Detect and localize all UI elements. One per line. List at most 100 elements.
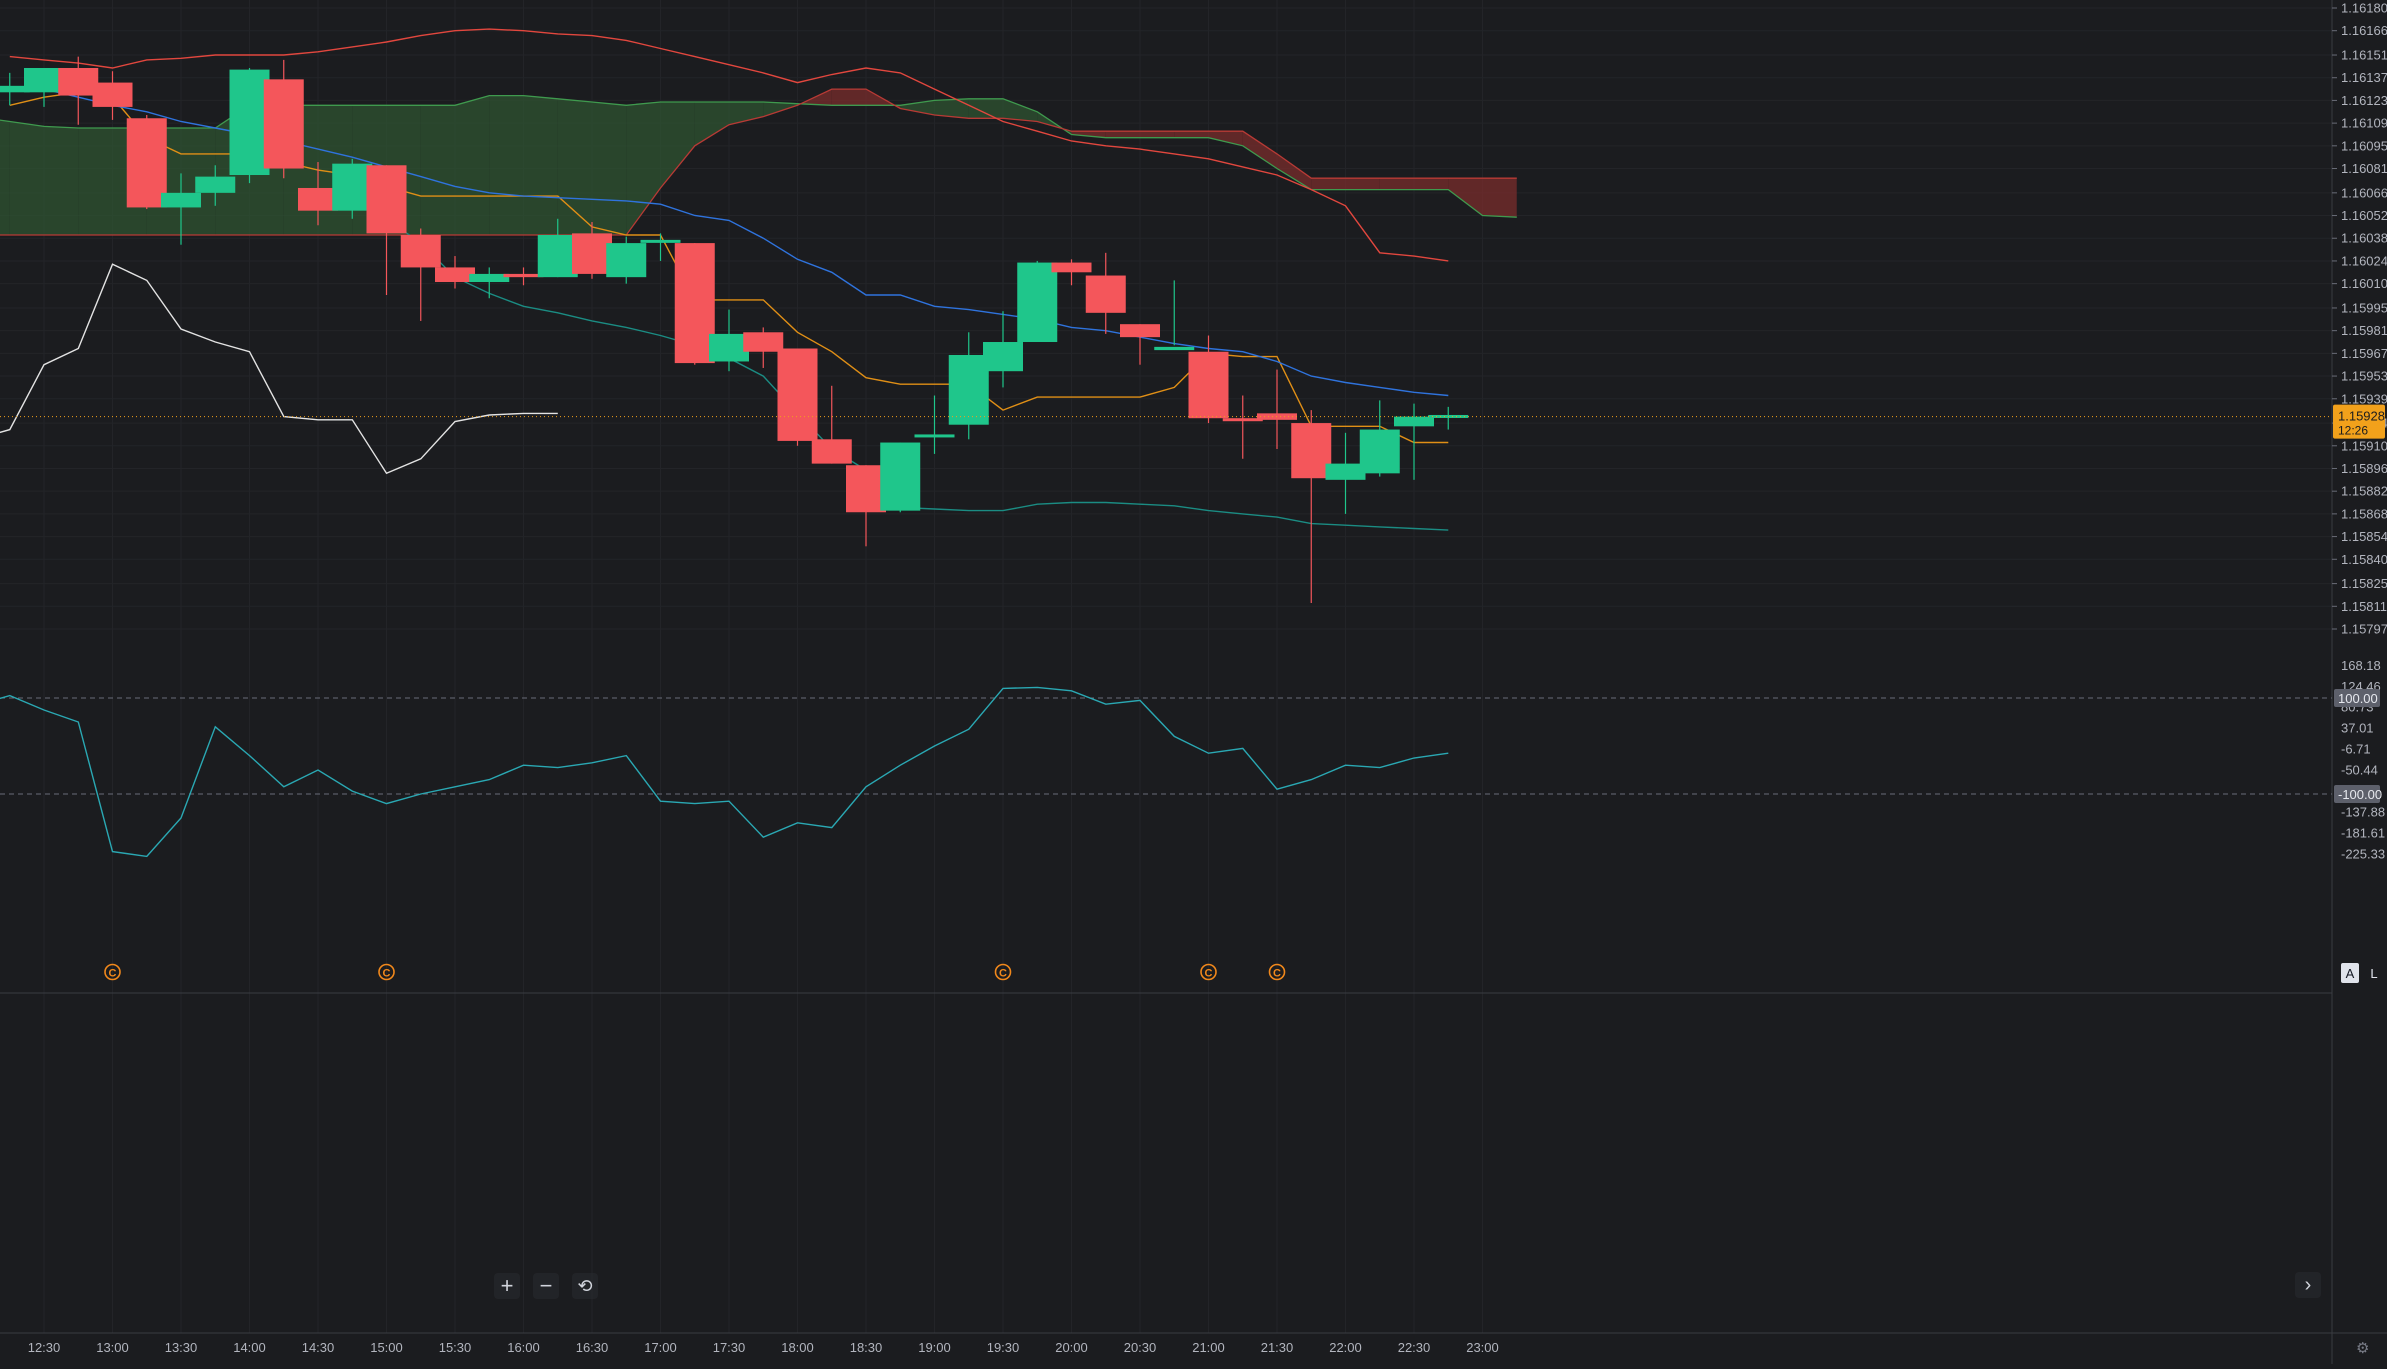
cci-axis-label: -225.33 xyxy=(2341,847,2385,862)
zoom-out-button[interactable]: − xyxy=(533,1273,559,1299)
time-axis-label: 21:30 xyxy=(1261,1340,1294,1355)
time-axis-label: 21:00 xyxy=(1192,1340,1225,1355)
price-axis-label: 1.16038 xyxy=(2341,231,2387,246)
current-price-badge xyxy=(2333,404,2385,439)
chikou-span xyxy=(0,263,558,475)
candle-body xyxy=(195,176,236,193)
candle-body xyxy=(743,332,784,352)
price-axis-label: 1.15896 xyxy=(2341,461,2387,476)
senkou-span-a xyxy=(0,94,1517,218)
candle-body xyxy=(777,348,818,441)
time-axis-label: 18:30 xyxy=(850,1340,883,1355)
event-marker-icon xyxy=(378,963,395,981)
event-marker-icon xyxy=(104,963,121,981)
cloud-segment xyxy=(729,102,764,125)
price-axis-label: 1.16095 xyxy=(2341,138,2387,153)
time-axis-label: 22:30 xyxy=(1398,1340,1431,1355)
candle-body xyxy=(674,243,715,364)
price-axis-label: 1.15967 xyxy=(2341,346,2387,361)
time-axis-label: 20:00 xyxy=(1055,1340,1088,1355)
event-marker-label: C xyxy=(109,968,117,980)
candle-body xyxy=(126,118,167,208)
chart-settings-icon[interactable]: ⚙ xyxy=(2356,1340,2370,1357)
candle-body xyxy=(400,234,441,268)
candle-body xyxy=(332,163,373,211)
cloud-segment xyxy=(660,102,695,188)
cloud-segment xyxy=(1003,98,1038,122)
candle-body xyxy=(503,273,544,278)
candle-body xyxy=(435,267,475,283)
price-axis-label: 1.16010 xyxy=(2341,276,2387,291)
time-axis-label: 18:00 xyxy=(781,1340,814,1355)
time-axis[interactable]: 12:30 13:00 13:30 14:00 14:30 15:00 15:30 16:00… xyxy=(28,1340,1499,1355)
event-marker-icon xyxy=(1200,963,1217,981)
cloud-segment xyxy=(1277,153,1312,190)
time-axis-label: 14:00 xyxy=(233,1340,266,1355)
candle-body xyxy=(846,465,886,513)
cloud-segment xyxy=(44,126,79,235)
cloud-segment xyxy=(78,127,113,235)
price-axis-label: 1.15882 xyxy=(2341,484,2387,499)
cci-axis-label: -50.44 xyxy=(2341,763,2378,778)
candle-body xyxy=(24,67,64,93)
price-axis-label: 1.15854 xyxy=(2341,529,2387,544)
zoom-in-button[interactable]: + xyxy=(494,1273,520,1299)
chikou-line xyxy=(0,263,558,475)
cloud-segment xyxy=(9,121,44,235)
candle-body xyxy=(263,79,304,169)
candle-body xyxy=(709,333,749,362)
candle-body xyxy=(92,82,133,107)
cci-line xyxy=(0,686,1449,858)
cloud-segment xyxy=(1208,131,1243,146)
candle-body xyxy=(1291,423,1332,479)
candle-body xyxy=(469,273,510,283)
event-marker-label: C xyxy=(1273,968,1281,980)
current-price-value: 1.15928 xyxy=(2338,409,2385,424)
time-axis-label: 23:00 xyxy=(1466,1340,1499,1355)
log-scale-button[interactable]: L xyxy=(2370,965,2378,981)
price-axis-label: 1.16109 xyxy=(2341,116,2387,131)
price-axis-label: 1.15910 xyxy=(2341,438,2387,453)
time-axis-label: 19:30 xyxy=(987,1340,1020,1355)
price-axis-label: 1.16151 xyxy=(2341,48,2387,63)
price-axis-label: 1.16081 xyxy=(2341,161,2387,176)
price-axis-label: 1.16066 xyxy=(2341,185,2387,200)
cloud-segment xyxy=(489,95,524,235)
candle-body xyxy=(1325,463,1366,480)
cloud-segment xyxy=(523,95,558,235)
price-axis[interactable]: 1.16180 1.16166 1.16151 1.16137 1.16123 1.161… xyxy=(2332,1,2387,637)
candle-body xyxy=(983,342,1023,372)
price-axis-label: 1.16137 xyxy=(2341,70,2387,85)
cci-level-tag-label: 100.00 xyxy=(2338,691,2378,706)
cci-level-tag xyxy=(2334,689,2380,707)
time-axis-label: 15:30 xyxy=(439,1340,472,1355)
candle-body xyxy=(229,69,270,176)
price-axis-label: 1.15868 xyxy=(2341,506,2387,521)
time-axis-label: 14:30 xyxy=(302,1340,335,1355)
cloud-segment xyxy=(694,102,729,146)
candle-body xyxy=(606,243,647,278)
candle-body xyxy=(948,354,989,425)
candle-body xyxy=(1222,418,1263,422)
reset-chart-button[interactable]: ⟲ xyxy=(572,1273,598,1299)
candle-body xyxy=(880,442,921,511)
candle-body xyxy=(811,439,852,464)
scroll-to-realtime-button[interactable]: › xyxy=(2295,1272,2321,1298)
candle-body xyxy=(1017,262,1058,343)
upper-band-line xyxy=(9,28,1449,262)
cloud-segment xyxy=(1379,178,1414,190)
time-axis-label: 12:30 xyxy=(28,1340,61,1355)
price-axis-label: 1.16052 xyxy=(2341,208,2387,223)
auto-scale-button[interactable]: A xyxy=(2341,963,2359,983)
candle-body xyxy=(1188,351,1229,419)
ichimoku-cloud xyxy=(0,88,1517,236)
cloud-segment xyxy=(763,102,798,117)
price-axis-label: 1.16123 xyxy=(2341,93,2387,108)
cci-axis[interactable]: 168.18124.4680.7337.01-6.71-50.44-94.16-… xyxy=(2334,658,2385,862)
candle-body xyxy=(1051,262,1092,273)
candle-body xyxy=(1154,346,1195,351)
cci-axis-label: 168.18 xyxy=(2341,658,2381,673)
event-marker-label: C xyxy=(1205,968,1213,980)
